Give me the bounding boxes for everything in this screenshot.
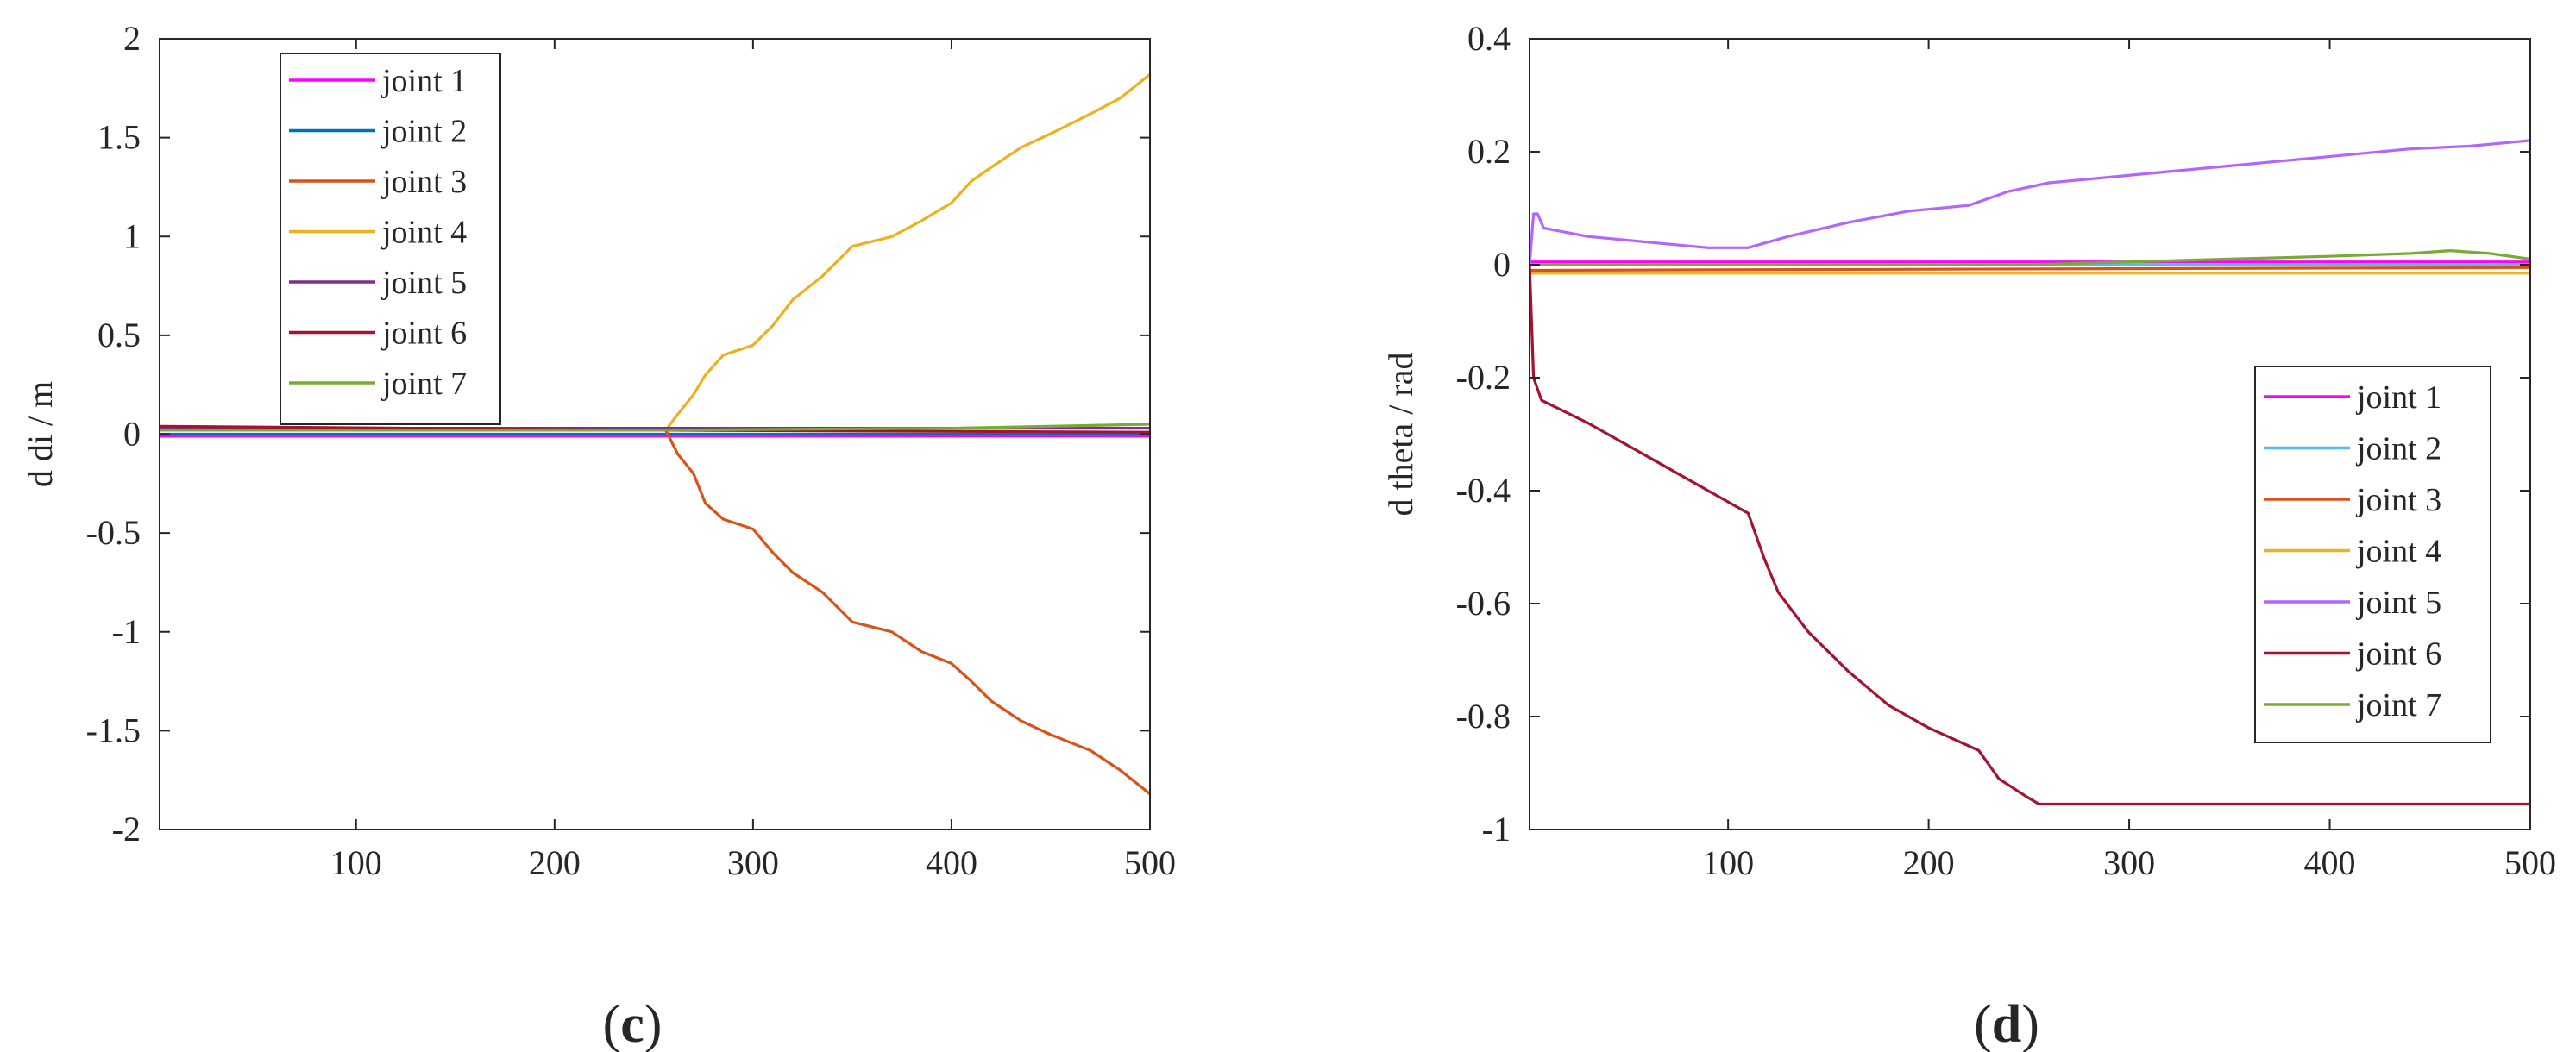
chart-d-axes-frame bbox=[1529, 38, 2531, 830]
chart-d-legend: joint 1 joint 2 joint 3 joint 4 joint 5 joint… bbox=[2254, 366, 2491, 743]
panel-label-d-open: ( bbox=[1974, 995, 1992, 1052]
chart-c-x-tick-label: 300 bbox=[727, 843, 779, 882]
chart-c-y-tick-label: 1 bbox=[123, 216, 141, 255]
panel-label-c: (c) bbox=[603, 995, 663, 1052]
chart-d-x-tick-label: 500 bbox=[2504, 843, 2556, 882]
chart-c-legend-label-joint-3: joint 3 bbox=[380, 164, 467, 200]
chart-c-y-tick-label: 2 bbox=[123, 19, 141, 58]
panel-label-c-open: ( bbox=[603, 995, 621, 1052]
chart-d-x-tick-label: 100 bbox=[1702, 843, 1754, 882]
chart-d-y-tick-label: 0.2 bbox=[1467, 132, 1511, 171]
chart-d-series-line-joint-7 bbox=[1530, 249, 2530, 266]
chart-c-legend-label-joint-2: joint 2 bbox=[380, 114, 467, 150]
chart-d-x-tick-label: 400 bbox=[2304, 843, 2356, 882]
chart-d-legend-box bbox=[2254, 366, 2491, 743]
chart-d-legend-label-joint-4: joint 4 bbox=[2355, 534, 2441, 570]
panel-label-d-close: ) bbox=[2021, 995, 2039, 1052]
chart-c-y-axis-label: d di / m bbox=[21, 381, 60, 487]
chart-c-y-tick-label: -0.5 bbox=[86, 513, 141, 552]
chart-c-legend-label-joint-1: joint 1 bbox=[380, 63, 467, 99]
chart-d-y-tick-label: 0 bbox=[1493, 245, 1511, 284]
chart-c-legend-label-joint-4: joint 4 bbox=[380, 215, 467, 251]
chart-panel-c: 100 200 300 400 500 2 1.5 1 0.5 0 -0.5 -1 -1.5 -2 d di… bbox=[21, 19, 1176, 882]
chart-d-y-tick-label: -0.2 bbox=[1456, 358, 1511, 397]
panel-label-c-letter: c bbox=[620, 995, 644, 1052]
chart-d-legend-label-joint-3: joint 3 bbox=[2355, 482, 2441, 518]
chart-d-legend-label-joint-5: joint 5 bbox=[2355, 585, 2441, 621]
chart-c-legend: joint 1 joint 2 joint 3 joint 4 joint 5 joint… bbox=[280, 53, 501, 425]
chart-d-legend-label-joint-2: joint 2 bbox=[2355, 431, 2441, 467]
panel-label-d-letter: d bbox=[1992, 995, 2021, 1052]
chart-c-x-tick-label: 400 bbox=[926, 843, 977, 882]
chart-c-legend-label-joint-6: joint 6 bbox=[380, 316, 467, 352]
chart-c-y-tick-label: -2 bbox=[112, 810, 141, 848]
chart-d-legend-label-joint-7: joint 7 bbox=[2355, 687, 2441, 723]
chart-d-y-axis-label: d theta / rad bbox=[1381, 353, 1420, 517]
chart-d-legend-label-joint-6: joint 6 bbox=[2355, 636, 2441, 673]
chart-d-y-tick-label: -0.4 bbox=[1456, 471, 1511, 510]
chart-d-y-tick-label: 0.4 bbox=[1467, 19, 1511, 58]
chart-c-legend-label-joint-7: joint 7 bbox=[380, 366, 467, 402]
chart-c-legend-label-joint-5: joint 5 bbox=[380, 265, 467, 301]
chart-c-series-line-joint-7 bbox=[160, 423, 1150, 432]
chart-c-series-group bbox=[160, 73, 1150, 795]
panel-label-d: (d) bbox=[1974, 995, 2039, 1052]
chart-d-series-group bbox=[1530, 139, 2530, 806]
chart-d-series-line-joint-5 bbox=[1530, 139, 2530, 266]
chart-d-x-tick-label: 300 bbox=[2103, 843, 2155, 882]
chart-c-y-tick-label: -1.5 bbox=[86, 711, 141, 749]
chart-c-y-tick-label: 1.5 bbox=[97, 118, 141, 157]
chart-c-x-tick-label: 500 bbox=[1124, 843, 1176, 882]
chart-c-y-tick-label: 0 bbox=[123, 415, 141, 454]
chart-c-series-line-joint-4 bbox=[160, 73, 1150, 432]
chart-c-x-tick-label: 100 bbox=[330, 843, 382, 882]
chart-panel-d: 100 200 300 400 500 0.4 0.2 0 -0.2 -0.4 -0.6 -0.8 -1… bbox=[1381, 19, 2556, 882]
panel-label-c-close: ) bbox=[644, 995, 663, 1052]
chart-d-y-tick-label: -0.8 bbox=[1456, 697, 1511, 736]
chart-d-y-tick-label: -1 bbox=[1482, 810, 1511, 848]
chart-d-x-tick-label: 200 bbox=[1903, 843, 1955, 882]
chart-d-series-line-joint-6 bbox=[1530, 264, 2530, 806]
chart-d-y-tick-label: -0.6 bbox=[1456, 584, 1511, 623]
chart-d-legend-label-joint-1: joint 1 bbox=[2355, 379, 2441, 416]
chart-c-x-tick-label: 200 bbox=[529, 843, 581, 882]
chart-c-y-tick-label: 0.5 bbox=[97, 316, 141, 354]
chart-c-y-tick-label: -1 bbox=[112, 612, 141, 651]
chart-c-series-line-joint-3 bbox=[160, 427, 1150, 795]
chart-d-series-line-joint-3 bbox=[1530, 266, 2530, 272]
chart-c-legend-box bbox=[280, 53, 501, 425]
